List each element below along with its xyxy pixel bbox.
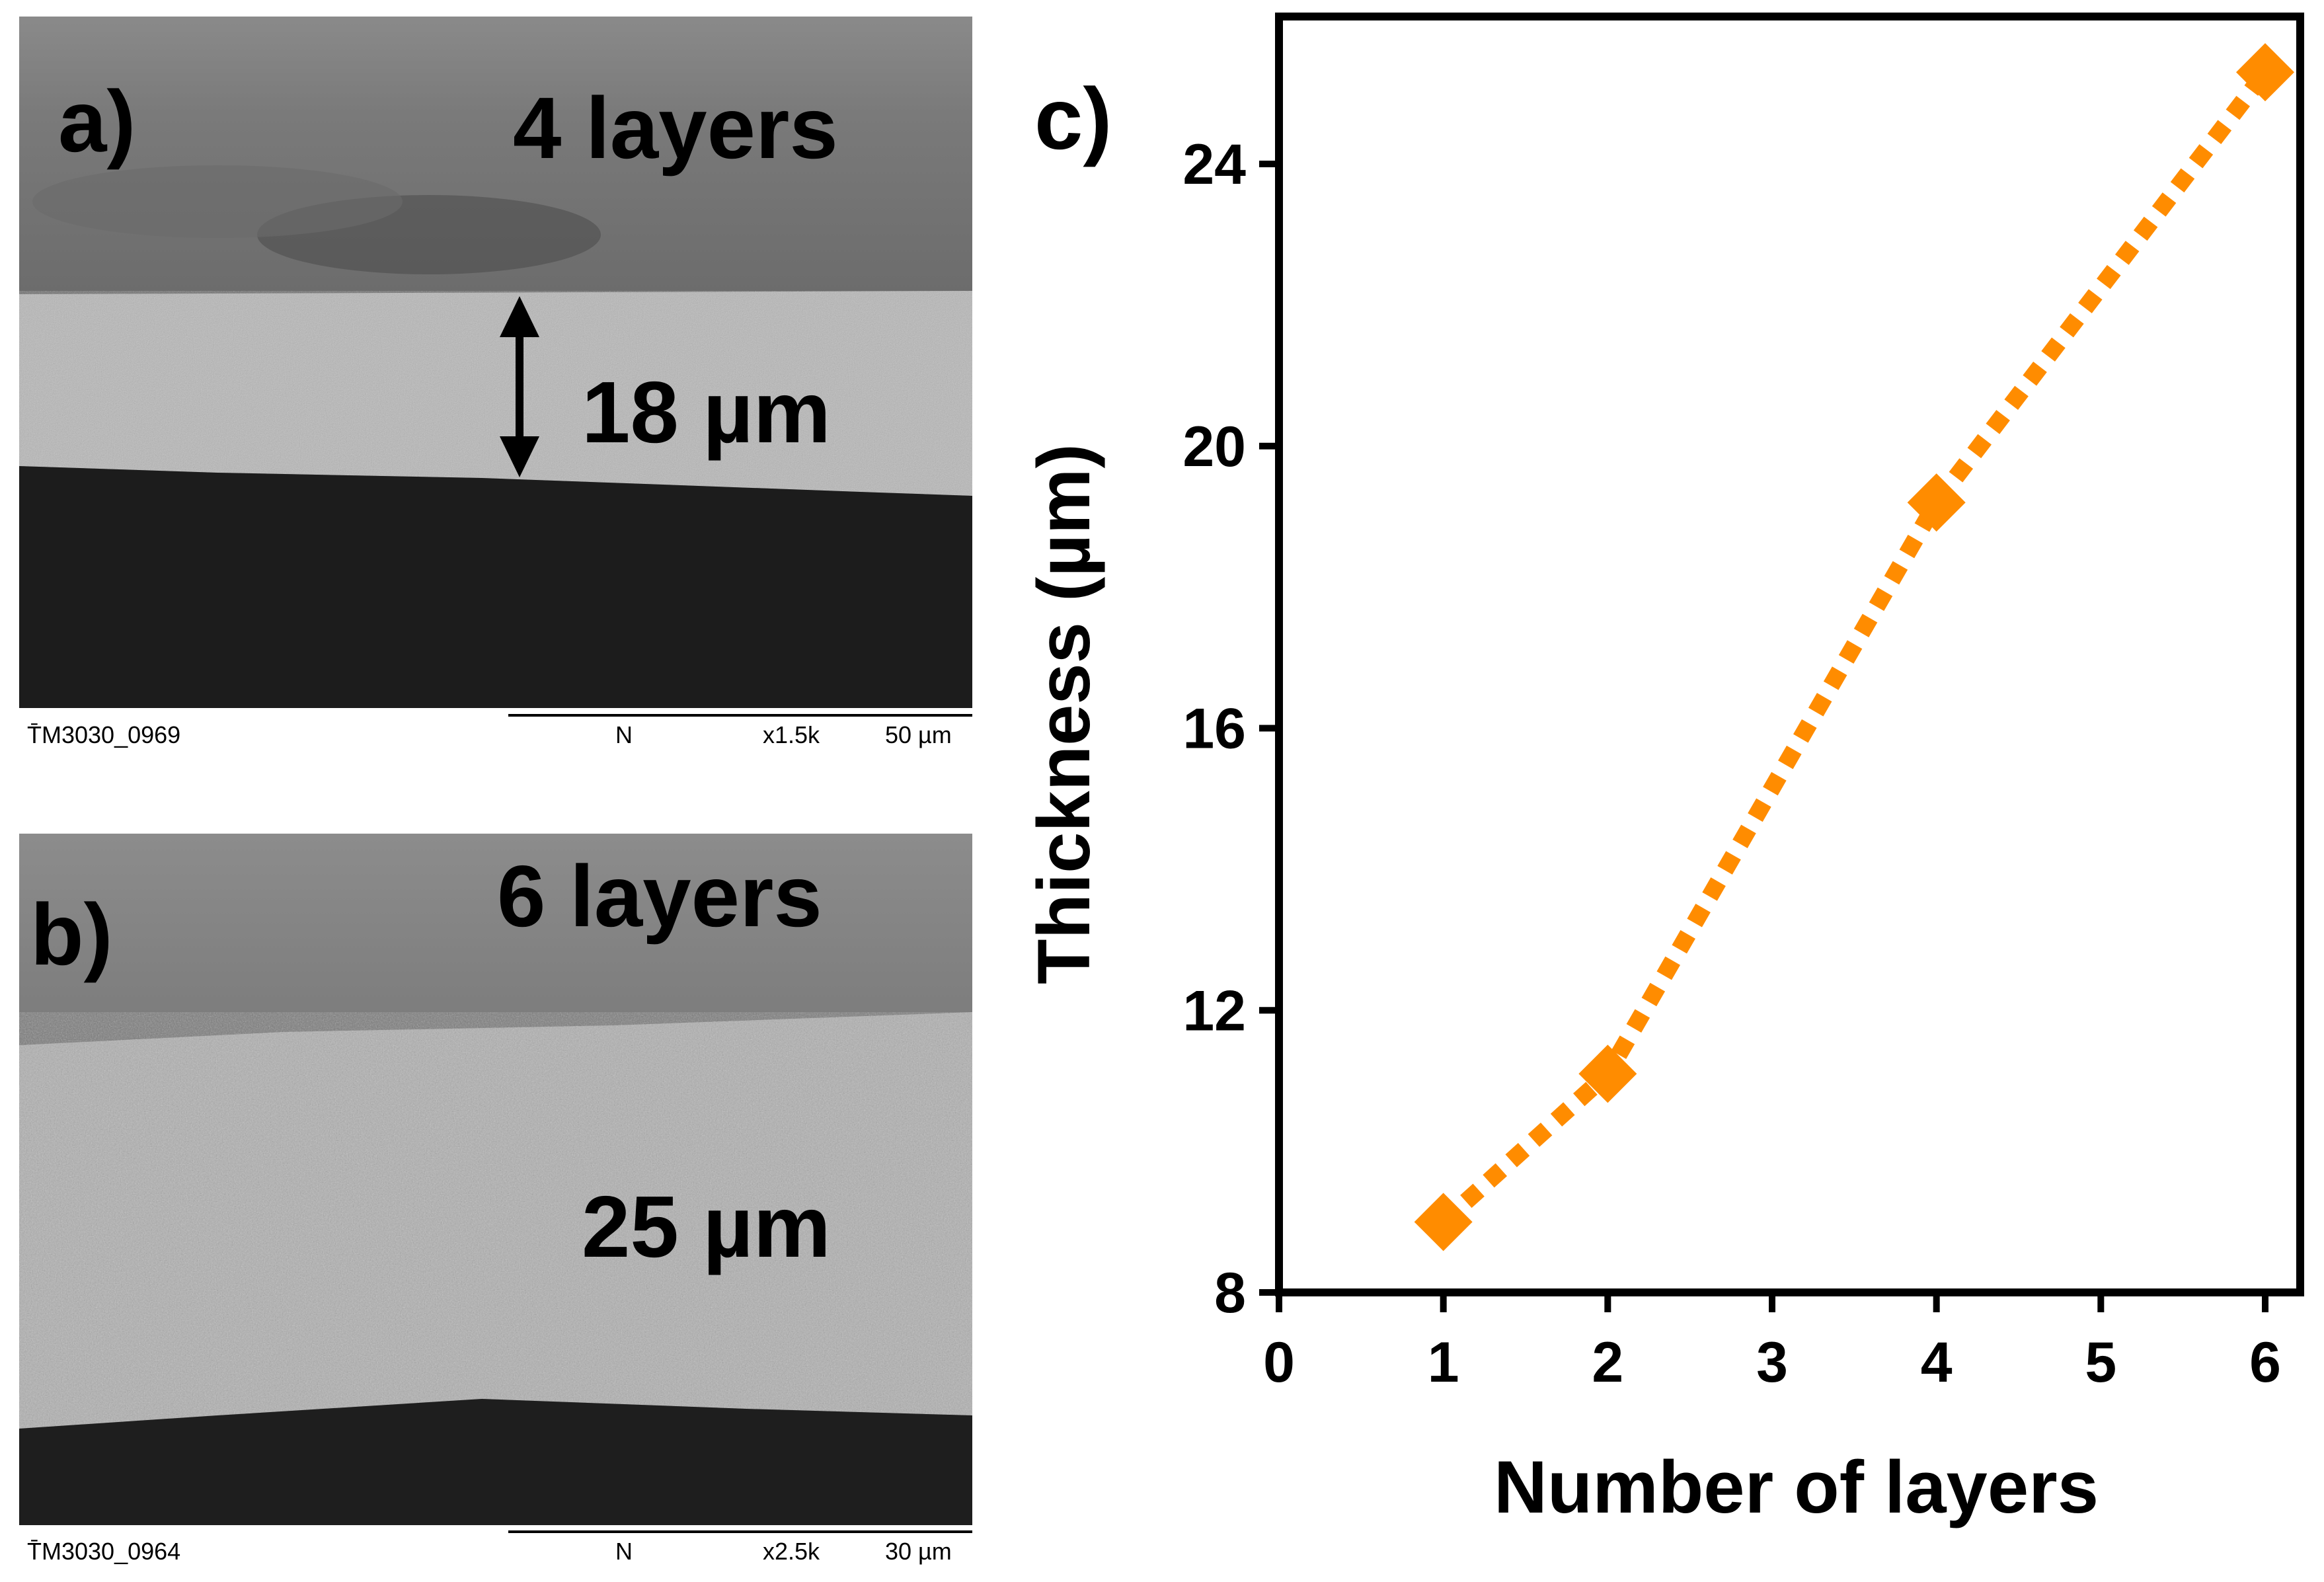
magnification: x1.5k: [763, 721, 820, 748]
data-point: [1578, 1045, 1637, 1103]
panel-label-c: c): [1034, 70, 1112, 167]
instrument-id: T̄M3030_0964: [27, 1538, 181, 1565]
y-tick-label: 12: [1182, 979, 1246, 1043]
x-tick-label: 0: [1263, 1331, 1295, 1394]
sem-footer-a: T̄M3030_0969 N x1.5k 50 µm: [19, 713, 972, 759]
detector-mode: N: [615, 721, 633, 748]
scale-bar-value: 30 µm: [885, 1538, 952, 1565]
x-tick-label: 5: [2085, 1331, 2116, 1394]
sem-footer-b: T̄M3030_0964 N x2.5k 30 µm: [19, 1529, 972, 1575]
instrument-id: T̄M3030_0969: [27, 721, 181, 748]
x-tick-label: 1: [1428, 1331, 1459, 1394]
sem-image-a-graphic: [19, 17, 972, 708]
panel-label-b: b): [30, 886, 113, 983]
x-tick-label: 3: [1756, 1331, 1788, 1394]
sem-image-a: [19, 17, 972, 708]
x-tick-label: 6: [2249, 1331, 2281, 1394]
detector-mode: N: [615, 1538, 633, 1565]
layers-label-a: 4 layers: [513, 79, 838, 177]
data-point: [2236, 43, 2294, 102]
panel-label-a: a): [58, 73, 136, 170]
x-tick-label: 4: [1921, 1331, 1953, 1394]
data-point: [1907, 473, 1966, 532]
thickness-label-b: 25 µm: [582, 1178, 831, 1275]
y-tick-label: 16: [1182, 697, 1246, 761]
sem-image-b-graphic: [19, 834, 972, 1525]
layers-label-b: 6 layers: [497, 848, 822, 945]
plot-frame: [1275, 13, 2304, 1296]
thickness-label-a: 18 µm: [582, 364, 831, 461]
series-line: [1437, 67, 2272, 1228]
sem-image-b: [19, 834, 972, 1525]
y-tick-label: 8: [1214, 1261, 1246, 1325]
x-axis-label: Number of layers: [1494, 1446, 2099, 1528]
scale-bar-line: [508, 714, 972, 717]
y-tick-label: 24: [1182, 133, 1246, 196]
scale-bar-line: [508, 1530, 972, 1533]
y-tick-label: 20: [1182, 415, 1246, 479]
data-point: [1414, 1193, 1473, 1251]
scale-bar-value: 50 µm: [885, 721, 952, 748]
y-axis-label: Thickness (µm): [1023, 444, 1105, 984]
x-tick-label: 2: [1592, 1331, 1623, 1394]
magnification: x2.5k: [763, 1538, 820, 1565]
